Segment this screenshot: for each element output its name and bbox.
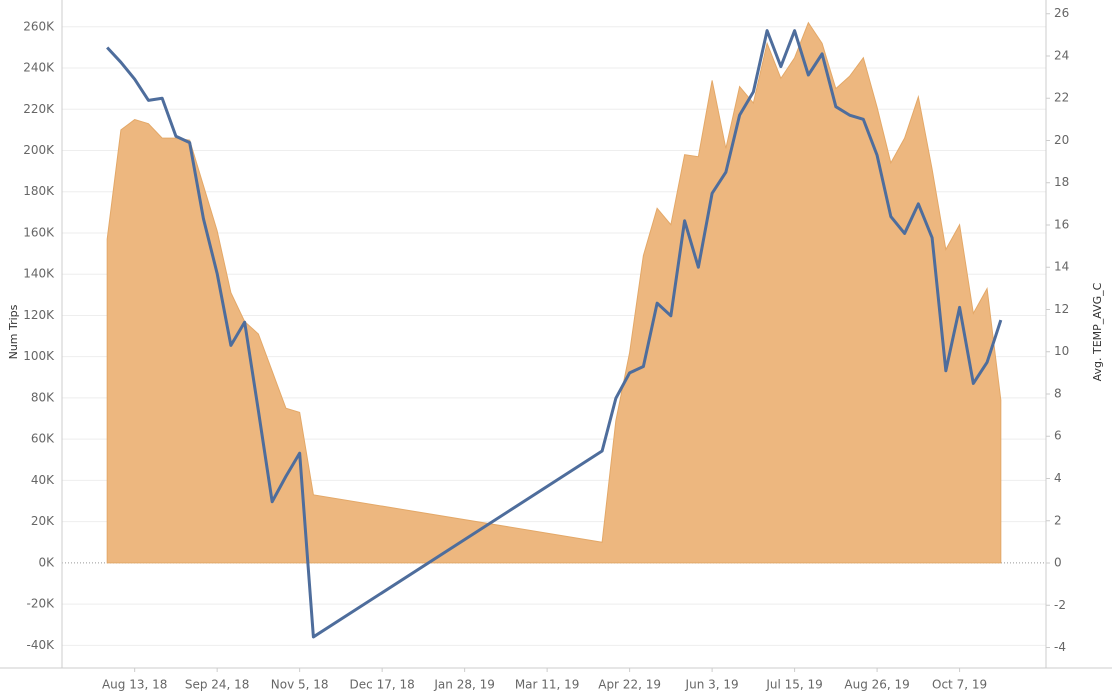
y2-tick-label: 26 (1054, 6, 1069, 20)
x-tick-label: Apr 22, 19 (598, 678, 661, 692)
x-tick-label: Oct 7, 19 (932, 678, 987, 692)
y2-tick-label: -4 (1054, 640, 1066, 654)
y2-tick-label: -2 (1054, 598, 1066, 612)
y2-tick-label: 0 (1054, 556, 1062, 570)
line (106, 29, 1003, 639)
y2-tick-label: 12 (1054, 302, 1069, 316)
y2-tick-label: 10 (1054, 344, 1069, 358)
x-tick-label: Nov 5, 18 (271, 678, 329, 692)
y-tick-label: 260K (23, 19, 55, 33)
y-tick-label: 0K (38, 555, 55, 569)
y2-axis-title: Avg. TEMP_AVG_C (1091, 282, 1104, 381)
x-tick-label: Sep 24, 18 (185, 678, 250, 692)
x-tick-label: Jul 15, 19 (765, 678, 822, 692)
y-axis-title: Num Trips (7, 304, 20, 359)
y-tick-label: 240K (23, 61, 55, 75)
y2-tick-label: 24 (1054, 48, 1069, 62)
y-tick-label: 180K (23, 184, 55, 198)
y-tick-label: 220K (23, 102, 55, 116)
y2-tick-label: 16 (1054, 217, 1069, 231)
y2-tick-label: 2 (1054, 513, 1062, 527)
y-tick-label: 160K (23, 225, 55, 239)
x-tick-label: Mar 11, 19 (515, 678, 580, 692)
y-tick-label: 100K (23, 349, 55, 363)
area (106, 21, 1002, 564)
y2-tick-label: 8 (1054, 386, 1062, 400)
y2-tick-label: 18 (1054, 175, 1069, 189)
y2-tick-label: 4 (1054, 471, 1062, 485)
x-tick-label: Dec 17, 18 (350, 678, 415, 692)
y-tick-label: -40K (27, 638, 56, 652)
y-tick-label: 20K (31, 514, 55, 528)
y2-tick-label: 14 (1054, 260, 1069, 274)
y-tick-label: 120K (23, 308, 55, 322)
y-tick-label: 80K (31, 390, 55, 404)
y-tick-label: 40K (31, 473, 55, 487)
y2-tick-label: 22 (1054, 91, 1069, 105)
x-tick-label: Aug 13, 18 (102, 678, 167, 692)
y2-tick-label: 20 (1054, 133, 1069, 147)
y-tick-label: 200K (23, 143, 55, 157)
x-tick-label: Aug 26, 19 (844, 678, 909, 692)
y2-tick-label: 6 (1054, 429, 1062, 443)
y-tick-label: -20K (27, 597, 56, 611)
y-tick-label: 140K (23, 267, 55, 281)
y-tick-label: 60K (31, 432, 55, 446)
x-tick-label: Jun 3, 19 (685, 678, 739, 692)
x-tick-label: Jan 28, 19 (433, 678, 494, 692)
